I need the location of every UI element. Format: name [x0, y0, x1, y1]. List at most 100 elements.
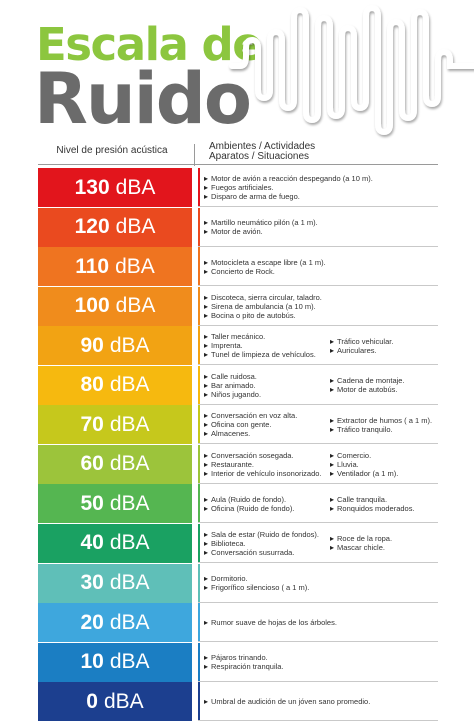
title-line-1: Escala de [36, 18, 263, 71]
decibel-bar: 100 dBA [38, 286, 192, 326]
examples-column: Sala de estar (Ruido de fondos).Bibliote… [204, 530, 322, 557]
decibel-value: 10 [80, 650, 104, 674]
decibel-value: 90 [80, 333, 104, 357]
row-separator [198, 641, 438, 643]
example-item: Dormitorio. [204, 574, 309, 583]
examples-column: Pájaros trinando.Respiración tranquila. [204, 653, 284, 671]
example-item: Rumor suave de hojas de los árboles. [204, 618, 337, 627]
example-item: Motor de avión. [204, 227, 318, 236]
examples-column: Rumor suave de hojas de los árboles. [204, 618, 337, 627]
examples-column: Taller mecánico.Imprenta.Tunel de limpie… [204, 332, 322, 359]
row-separator [198, 561, 438, 563]
decibel-bar: 20 dBA [38, 603, 192, 643]
examples-column: Dormitorio.Frigorífico silencioso ( a 1 … [204, 574, 309, 592]
color-marker [198, 168, 200, 207]
examples-cell: Sala de estar (Ruido de fondos).Bibliote… [204, 524, 438, 563]
header-divider [194, 144, 195, 166]
example-item: Disparo de arma de fuego. [204, 192, 373, 201]
example-item: Fuegos artificiales. [204, 183, 373, 192]
color-marker [198, 207, 200, 247]
examples-column: Calle ruidosa.Bar animado.Niños jugando. [204, 372, 322, 399]
row-separator [198, 324, 438, 326]
example-item: Interior de vehículo insonorizado. [204, 469, 322, 478]
decibel-value: 100 [74, 294, 110, 318]
decibel-bar: 60 dBA [38, 444, 192, 484]
decibel-unit: dBA [109, 531, 150, 555]
examples-cell: Rumor suave de hojas de los árboles. [204, 603, 438, 642]
row-separator [198, 364, 438, 366]
color-marker [198, 405, 200, 445]
examples-cell: Aula (Ruido de fondo).Oficina (Ruido de … [204, 484, 438, 523]
decibel-bar: 0 dBA [38, 682, 192, 722]
row-separator [198, 482, 438, 484]
color-marker [198, 642, 200, 682]
examples-cell: Calle ruidosa.Bar animado.Niños jugando.… [204, 366, 438, 405]
example-item: Oficina con gente. [204, 420, 322, 429]
examples-column: Calle tranquila.Ronquidos moderados. [330, 495, 415, 513]
example-item: Motor de avión a reacción despegando (a … [204, 174, 373, 183]
example-item: Concierto de Rock. [204, 267, 326, 276]
example-item: Ronquidos moderados. [330, 504, 415, 513]
decibel-value: 30 [80, 571, 104, 594]
decibel-unit: dBA [109, 610, 150, 634]
decibel-value: 70 [80, 412, 104, 436]
decibel-value: 80 [80, 373, 104, 397]
examples-cell: Pájaros trinando.Respiración tranquila. [204, 643, 438, 682]
examples-cell: Martillo neumático pilón (a 1 m).Motor d… [204, 208, 438, 247]
decibel-value: 50 [80, 491, 104, 515]
decibel-bar: 130 dBA [38, 168, 192, 207]
example-item: Calle ruidosa. [204, 372, 322, 381]
decibel-bar: 90 dBA [38, 326, 192, 366]
color-marker [198, 365, 200, 405]
decibel-unit: dBA [109, 491, 150, 515]
decibel-value: 60 [80, 452, 104, 476]
examples-column: Motor de avión a reacción despegando (a … [204, 174, 373, 201]
color-marker [198, 523, 200, 563]
decibel-bar: 120 dBA [38, 207, 192, 247]
examples-cell: Conversación sosegada.Restaurante.Interi… [204, 445, 438, 484]
header-environments-line-2: Aparatos / Situaciones [209, 151, 310, 162]
example-item: Ventilador (a 1 m). [330, 469, 398, 478]
example-item: Motocicleta a escape libre (a 1 m). [204, 258, 326, 267]
decibel-unit: dBA [115, 294, 156, 318]
example-item: Auriculares. [330, 346, 393, 355]
example-item: Extractor de humos ( a 1 m). [330, 416, 432, 425]
decibel-bar: 30 dBA [38, 563, 192, 603]
examples-column: Motocicleta a escape libre (a 1 m).Conci… [204, 258, 326, 276]
header-environments: Ambientes / Actividades Aparatos / Situa… [209, 142, 315, 162]
example-item: Roce de la ropa. [330, 534, 392, 543]
decibel-unit: dBA [109, 412, 150, 436]
row-separator [198, 285, 438, 287]
example-item: Sirena de ambulancia (a 10 m). [204, 302, 322, 311]
decibel-value: 0 [86, 689, 98, 713]
decibel-bar: 10 dBA [38, 642, 192, 682]
row-separator [198, 720, 438, 722]
examples-column: Roce de la ropa.Mascar chicle. [330, 534, 392, 552]
example-item: Calle tranquila. [330, 495, 415, 504]
decibel-bar: 50 dBA [38, 484, 192, 524]
examples-column: Tráfico vehicular.Auriculares. [330, 337, 393, 355]
row-separator [198, 403, 438, 405]
example-item: Biblioteca. [204, 539, 322, 548]
example-item: Almacenes. [204, 429, 322, 438]
example-item: Imprenta. [204, 341, 322, 350]
example-item: Restaurante. [204, 460, 322, 469]
example-item: Discoteca, sierra circular, taladro. [204, 293, 322, 302]
decibel-unit: dBA [115, 175, 156, 199]
example-item: Mascar chicle. [330, 543, 392, 552]
row-separator [198, 680, 438, 682]
examples-column: Conversación en voz alta.Oficina con gen… [204, 411, 322, 438]
color-marker [198, 563, 200, 603]
header-environments-line-1: Ambientes / Actividades [209, 141, 316, 152]
example-item: Motor de autobús. [330, 385, 405, 394]
decibel-bar: 40 dBA [38, 523, 192, 563]
row-separator [198, 443, 438, 445]
title-line-2: Ruido [34, 58, 252, 140]
